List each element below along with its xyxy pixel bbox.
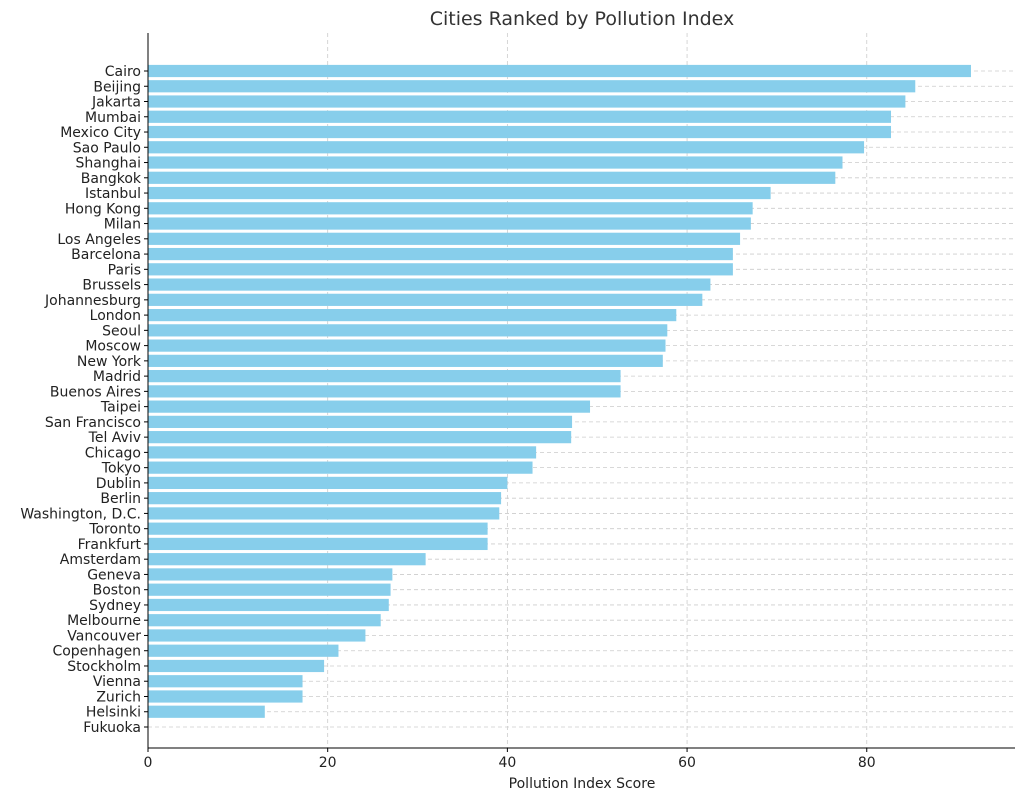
axes <box>144 33 1015 749</box>
x-tick-label: 80 <box>858 755 876 771</box>
y-tick-label: San Francisco <box>45 415 141 431</box>
x-tick-label: 20 <box>319 755 337 771</box>
bar <box>148 492 502 505</box>
y-tick-label: Geneva <box>87 567 141 583</box>
x-tick-label: 0 <box>144 755 153 771</box>
bars <box>148 64 971 718</box>
y-tick-label: Istanbul <box>85 186 141 202</box>
bar <box>148 110 892 123</box>
y-tick-label: Buenos Aires <box>50 384 141 400</box>
y-tick-label: Brussels <box>82 278 141 294</box>
bar <box>148 354 663 367</box>
y-tick-label: Dublin <box>96 476 141 492</box>
bar <box>148 476 508 490</box>
y-tick-label: Los Angeles <box>57 232 141 248</box>
x-tick-label: 40 <box>498 755 516 771</box>
bar <box>148 141 865 154</box>
bar <box>148 125 892 139</box>
y-tick-label: Mexico City <box>60 125 141 141</box>
bar <box>148 659 325 673</box>
y-tick-label: Shanghai <box>76 156 141 172</box>
y-tick-label: Barcelona <box>71 247 141 263</box>
bar <box>148 537 488 551</box>
y-tick-label: Toronto <box>88 522 141 538</box>
bar <box>148 95 906 108</box>
y-tick-label: Cairo <box>105 64 141 80</box>
bar <box>148 568 393 581</box>
y-tick-label: Hong Kong <box>65 201 141 217</box>
bar <box>148 507 500 520</box>
y-tick-label: Chicago <box>85 445 141 461</box>
bar <box>148 614 381 627</box>
y-tick-label: Taipei <box>100 400 141 416</box>
y-tick-label: Vienna <box>93 674 141 690</box>
bar <box>148 644 339 657</box>
y-tick-label: Jakarta <box>91 95 141 111</box>
bar <box>148 598 389 612</box>
x-ticks: 0 20 40 60 80 <box>144 748 876 771</box>
y-tick-label: Seoul <box>102 323 141 339</box>
bar <box>148 278 711 291</box>
y-tick-label: Beijing <box>93 79 141 95</box>
bar <box>148 308 677 322</box>
bar <box>148 583 391 596</box>
bar <box>148 385 621 398</box>
y-tick-label: Fukuoka <box>83 720 141 736</box>
bar <box>148 522 488 535</box>
x-axis-label: Pollution Index Score <box>509 776 656 792</box>
bar <box>148 186 771 200</box>
bar <box>148 339 666 352</box>
bar <box>148 217 751 230</box>
bar <box>148 370 621 383</box>
y-tick-label: London <box>90 308 141 324</box>
bar <box>148 247 733 261</box>
y-tick-label: Sydney <box>89 598 141 614</box>
y-tick-label: Zurich <box>96 689 141 705</box>
y-tick-label: Tel Aviv <box>88 430 141 446</box>
y-tick-label: Melbourne <box>67 613 141 629</box>
bar <box>148 80 916 93</box>
bar <box>148 293 703 306</box>
y-tick-label: Milan <box>104 217 141 233</box>
y-tick-label: Berlin <box>100 491 141 507</box>
y-tick-label: Madrid <box>93 369 141 385</box>
x-tick-label: 60 <box>678 755 696 771</box>
y-tick-label: Sao Paulo <box>73 140 141 156</box>
y-tick-label: Stockholm <box>67 659 141 675</box>
bar <box>148 324 668 337</box>
y-tick-label: Bangkok <box>81 171 142 187</box>
bar <box>148 156 843 169</box>
bar <box>148 629 366 642</box>
bar <box>148 705 265 718</box>
bar <box>148 553 426 566</box>
bar <box>148 690 303 703</box>
bar <box>148 202 753 215</box>
y-tick-label: Boston <box>93 583 141 599</box>
bar <box>148 415 573 428</box>
y-tick-label: Vancouver <box>67 628 141 644</box>
y-tick-label: Tokyo <box>101 461 141 477</box>
y-tick-label: New York <box>77 354 142 370</box>
y-tick-label: Washington, D.C. <box>20 506 141 522</box>
y-tick-label: Copenhagen <box>52 644 141 660</box>
y-tick-label: Helsinki <box>86 705 141 721</box>
bar <box>148 461 533 474</box>
bar <box>148 400 591 413</box>
bar <box>148 263 733 276</box>
bar <box>148 64 971 78</box>
chart-title: Cities Ranked by Pollution Index <box>430 8 735 30</box>
bar <box>148 431 572 444</box>
bar <box>148 171 836 184</box>
y-tick-label: Frankfurt <box>78 537 142 553</box>
bar <box>148 675 303 688</box>
y-tick-label: Johannesburg <box>44 293 141 309</box>
bar <box>148 446 537 459</box>
y-tick-label: Amsterdam <box>60 552 141 568</box>
bar <box>148 232 741 245</box>
y-tick-label: Moscow <box>85 339 141 355</box>
y-tick-label: Mumbai <box>85 110 141 126</box>
y-tick-label: Paris <box>108 262 141 278</box>
